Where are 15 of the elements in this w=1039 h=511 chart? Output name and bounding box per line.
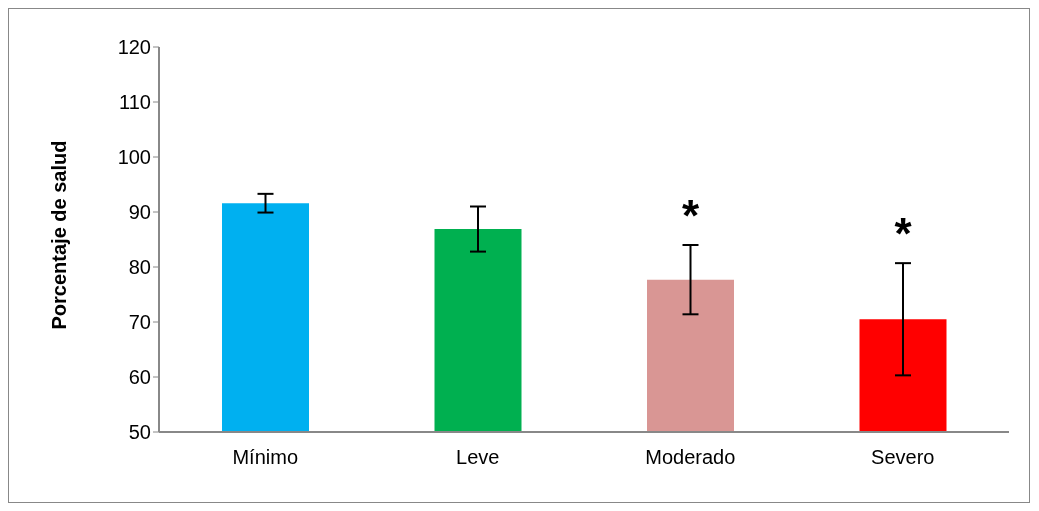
y-tick-label: 120	[117, 36, 151, 59]
data-label: *	[681, 190, 700, 240]
x-tick-label: Severo	[871, 446, 935, 469]
y-tick-label: 80	[128, 256, 151, 279]
x-tick-label: Leve	[456, 446, 500, 469]
y-tick-label: 90	[128, 201, 151, 224]
y-tick-label: 50	[128, 421, 151, 444]
y-tick-label: 100	[117, 146, 151, 169]
x-tick-label: Mínimo	[232, 446, 299, 469]
data-label: *	[894, 208, 913, 258]
y-tick-label: 60	[128, 366, 151, 389]
x-tick-label: Moderado	[645, 446, 736, 469]
y-axis-title: Porcentaje de salud	[48, 140, 71, 330]
y-tick-label: 70	[128, 311, 151, 334]
y-tick-label: 110	[119, 91, 151, 114]
